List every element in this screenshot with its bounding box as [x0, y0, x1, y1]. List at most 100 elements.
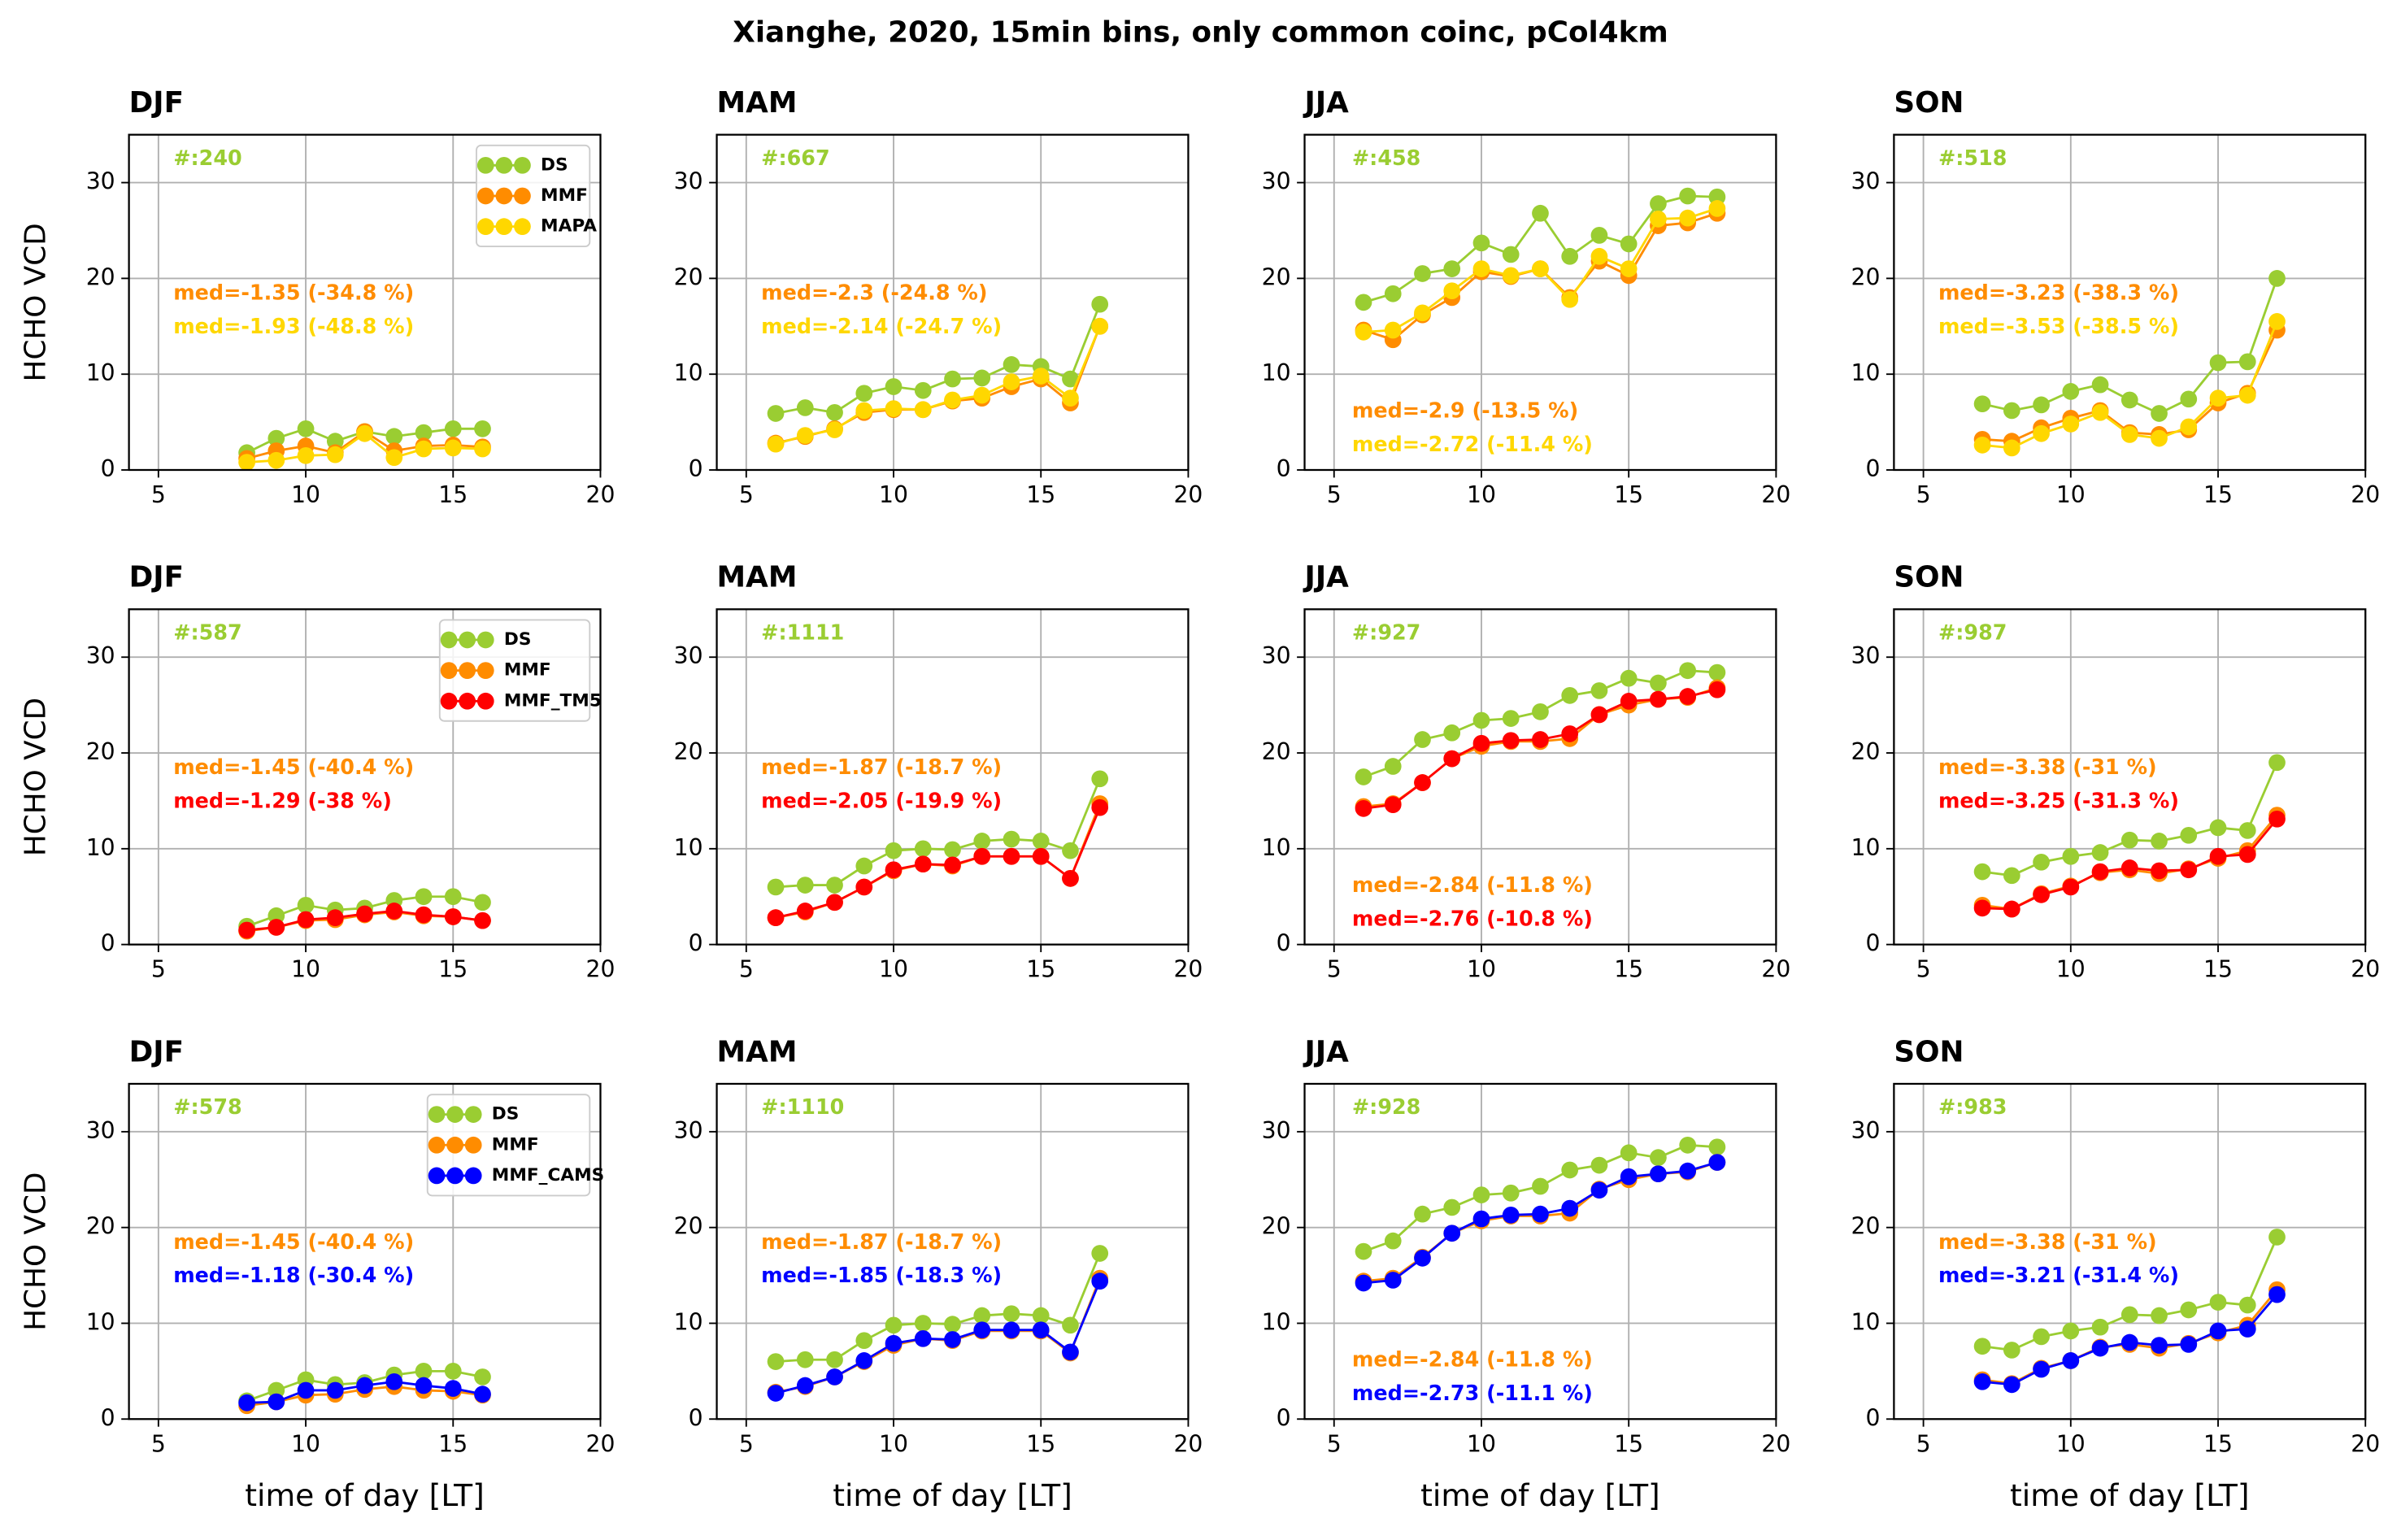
data-point: [885, 378, 903, 395]
data-point: [944, 841, 961, 859]
annotation: med=-2.3 (-24.8 %): [761, 280, 987, 304]
data-point: [444, 908, 462, 925]
data-point: [914, 381, 932, 399]
data-point: [268, 429, 285, 447]
y-tick-label: 20: [1262, 263, 1291, 290]
x-tick-label: 15: [438, 956, 468, 983]
data-point: [973, 369, 991, 387]
subplot: 5 10 15 20 0 10 20 30 MAM #:1111 med=-1.87 (-18.7 …: [674, 561, 1203, 983]
data-point: [1003, 1321, 1020, 1339]
annotation: med=-3.25 (-31.3 %): [1938, 789, 2179, 813]
y-tick-label: 30: [86, 168, 115, 195]
data-point: [2151, 1337, 2168, 1354]
y-tick-label: 20: [1262, 738, 1291, 765]
y-tick-label: 0: [1277, 930, 1291, 957]
data-point: [444, 1380, 462, 1397]
legend-marker: [428, 1136, 446, 1154]
annotation: med=-1.93 (-48.8 %): [173, 314, 414, 338]
axes-frame: [128, 1082, 602, 1420]
x-axis-label: time of day [LT]: [1420, 1477, 1660, 1513]
data-point: [1590, 1181, 1608, 1199]
data-point: [415, 906, 433, 924]
data-point: [1973, 899, 1991, 917]
data-point: [1003, 830, 1020, 848]
x-tick-label: 20: [586, 1430, 615, 1457]
data-point: [1532, 1205, 1549, 1223]
y-tick-label: 20: [1851, 1213, 1880, 1240]
data-point: [1472, 234, 1490, 252]
data-point: [1472, 1186, 1490, 1203]
data-point: [326, 909, 344, 926]
data-point: [1355, 294, 1372, 311]
data-point: [1679, 662, 1697, 680]
data-point: [2238, 386, 2256, 404]
data-point: [474, 911, 491, 929]
data-point: [2120, 426, 2138, 443]
x-tick-label: 15: [1614, 956, 1643, 983]
data-point: [1414, 265, 1431, 282]
data-point: [1384, 321, 1402, 339]
data-point: [796, 1377, 814, 1394]
y-tick-label: 30: [1851, 1117, 1880, 1144]
x-tick-label: 5: [1916, 1430, 1931, 1457]
legend-marker: [464, 1106, 482, 1123]
data-point: [2091, 403, 2109, 421]
data-point: [1443, 260, 1461, 277]
y-tick-label: 0: [1865, 455, 1880, 482]
data-point: [2268, 1286, 2286, 1303]
data-point: [855, 1352, 873, 1369]
legend-marker: [476, 187, 494, 205]
data-point: [1650, 690, 1667, 708]
y-tick-label: 10: [1851, 834, 1880, 861]
data-point: [415, 1363, 433, 1380]
annotation: med=-1.87 (-18.7 %): [761, 1229, 1002, 1254]
data-point: [2180, 1301, 2198, 1319]
axes-frame: [716, 1082, 1190, 1420]
x-tick-label: 5: [1916, 481, 1931, 508]
x-tick-label: 20: [1173, 481, 1203, 508]
data-point: [444, 420, 462, 437]
data-point: [2180, 1336, 2198, 1353]
data-point: [238, 454, 255, 471]
data-point: [1561, 290, 1579, 308]
data-point: [1472, 260, 1490, 277]
data-point: [1091, 317, 1109, 335]
subplot: 5 10 15 20 0 10 20 30 DJF HCHO VCD #:240 med=-1.35 …: [20, 86, 615, 508]
legend-marker: [446, 1136, 463, 1154]
data-point: [767, 435, 785, 453]
annotation: med=-2.76 (-10.8 %): [1352, 907, 1593, 931]
data-point: [1708, 1154, 1726, 1171]
annotation: med=-2.73 (-11.1 %): [1352, 1381, 1593, 1405]
data-point: [2091, 863, 2109, 881]
data-point: [385, 903, 403, 920]
y-tick-label: 10: [674, 1308, 703, 1335]
data-point: [2238, 1320, 2256, 1338]
subplot-title: DJF: [129, 1035, 184, 1068]
data-point: [2120, 1306, 2138, 1324]
data-point: [2180, 418, 2198, 436]
data-point: [1620, 693, 1638, 710]
annotation: #:518: [1938, 146, 2007, 170]
y-tick-label: 30: [674, 168, 703, 195]
x-tick-label: 5: [739, 1430, 754, 1457]
x-tick-label: 10: [1467, 481, 1496, 508]
data-point: [855, 857, 873, 875]
data-point: [1708, 663, 1726, 681]
data-point: [2003, 402, 2020, 420]
y-tick-label: 20: [1851, 263, 1880, 290]
legend-marker: [514, 156, 531, 174]
annotation: med=-1.45 (-40.4 %): [173, 1229, 414, 1254]
data-point: [268, 1393, 285, 1411]
x-tick-label: 5: [151, 1430, 166, 1457]
data-point: [1650, 674, 1667, 692]
y-tick-label: 10: [1851, 1308, 1880, 1335]
x-tick-label: 20: [586, 956, 615, 983]
x-tick-label: 10: [879, 956, 908, 983]
annotation: med=-1.18 (-30.4 %): [173, 1263, 414, 1287]
data-point: [1443, 1199, 1461, 1216]
y-tick-label: 0: [689, 930, 703, 957]
data-point: [1620, 235, 1638, 253]
data-point: [1590, 706, 1608, 724]
